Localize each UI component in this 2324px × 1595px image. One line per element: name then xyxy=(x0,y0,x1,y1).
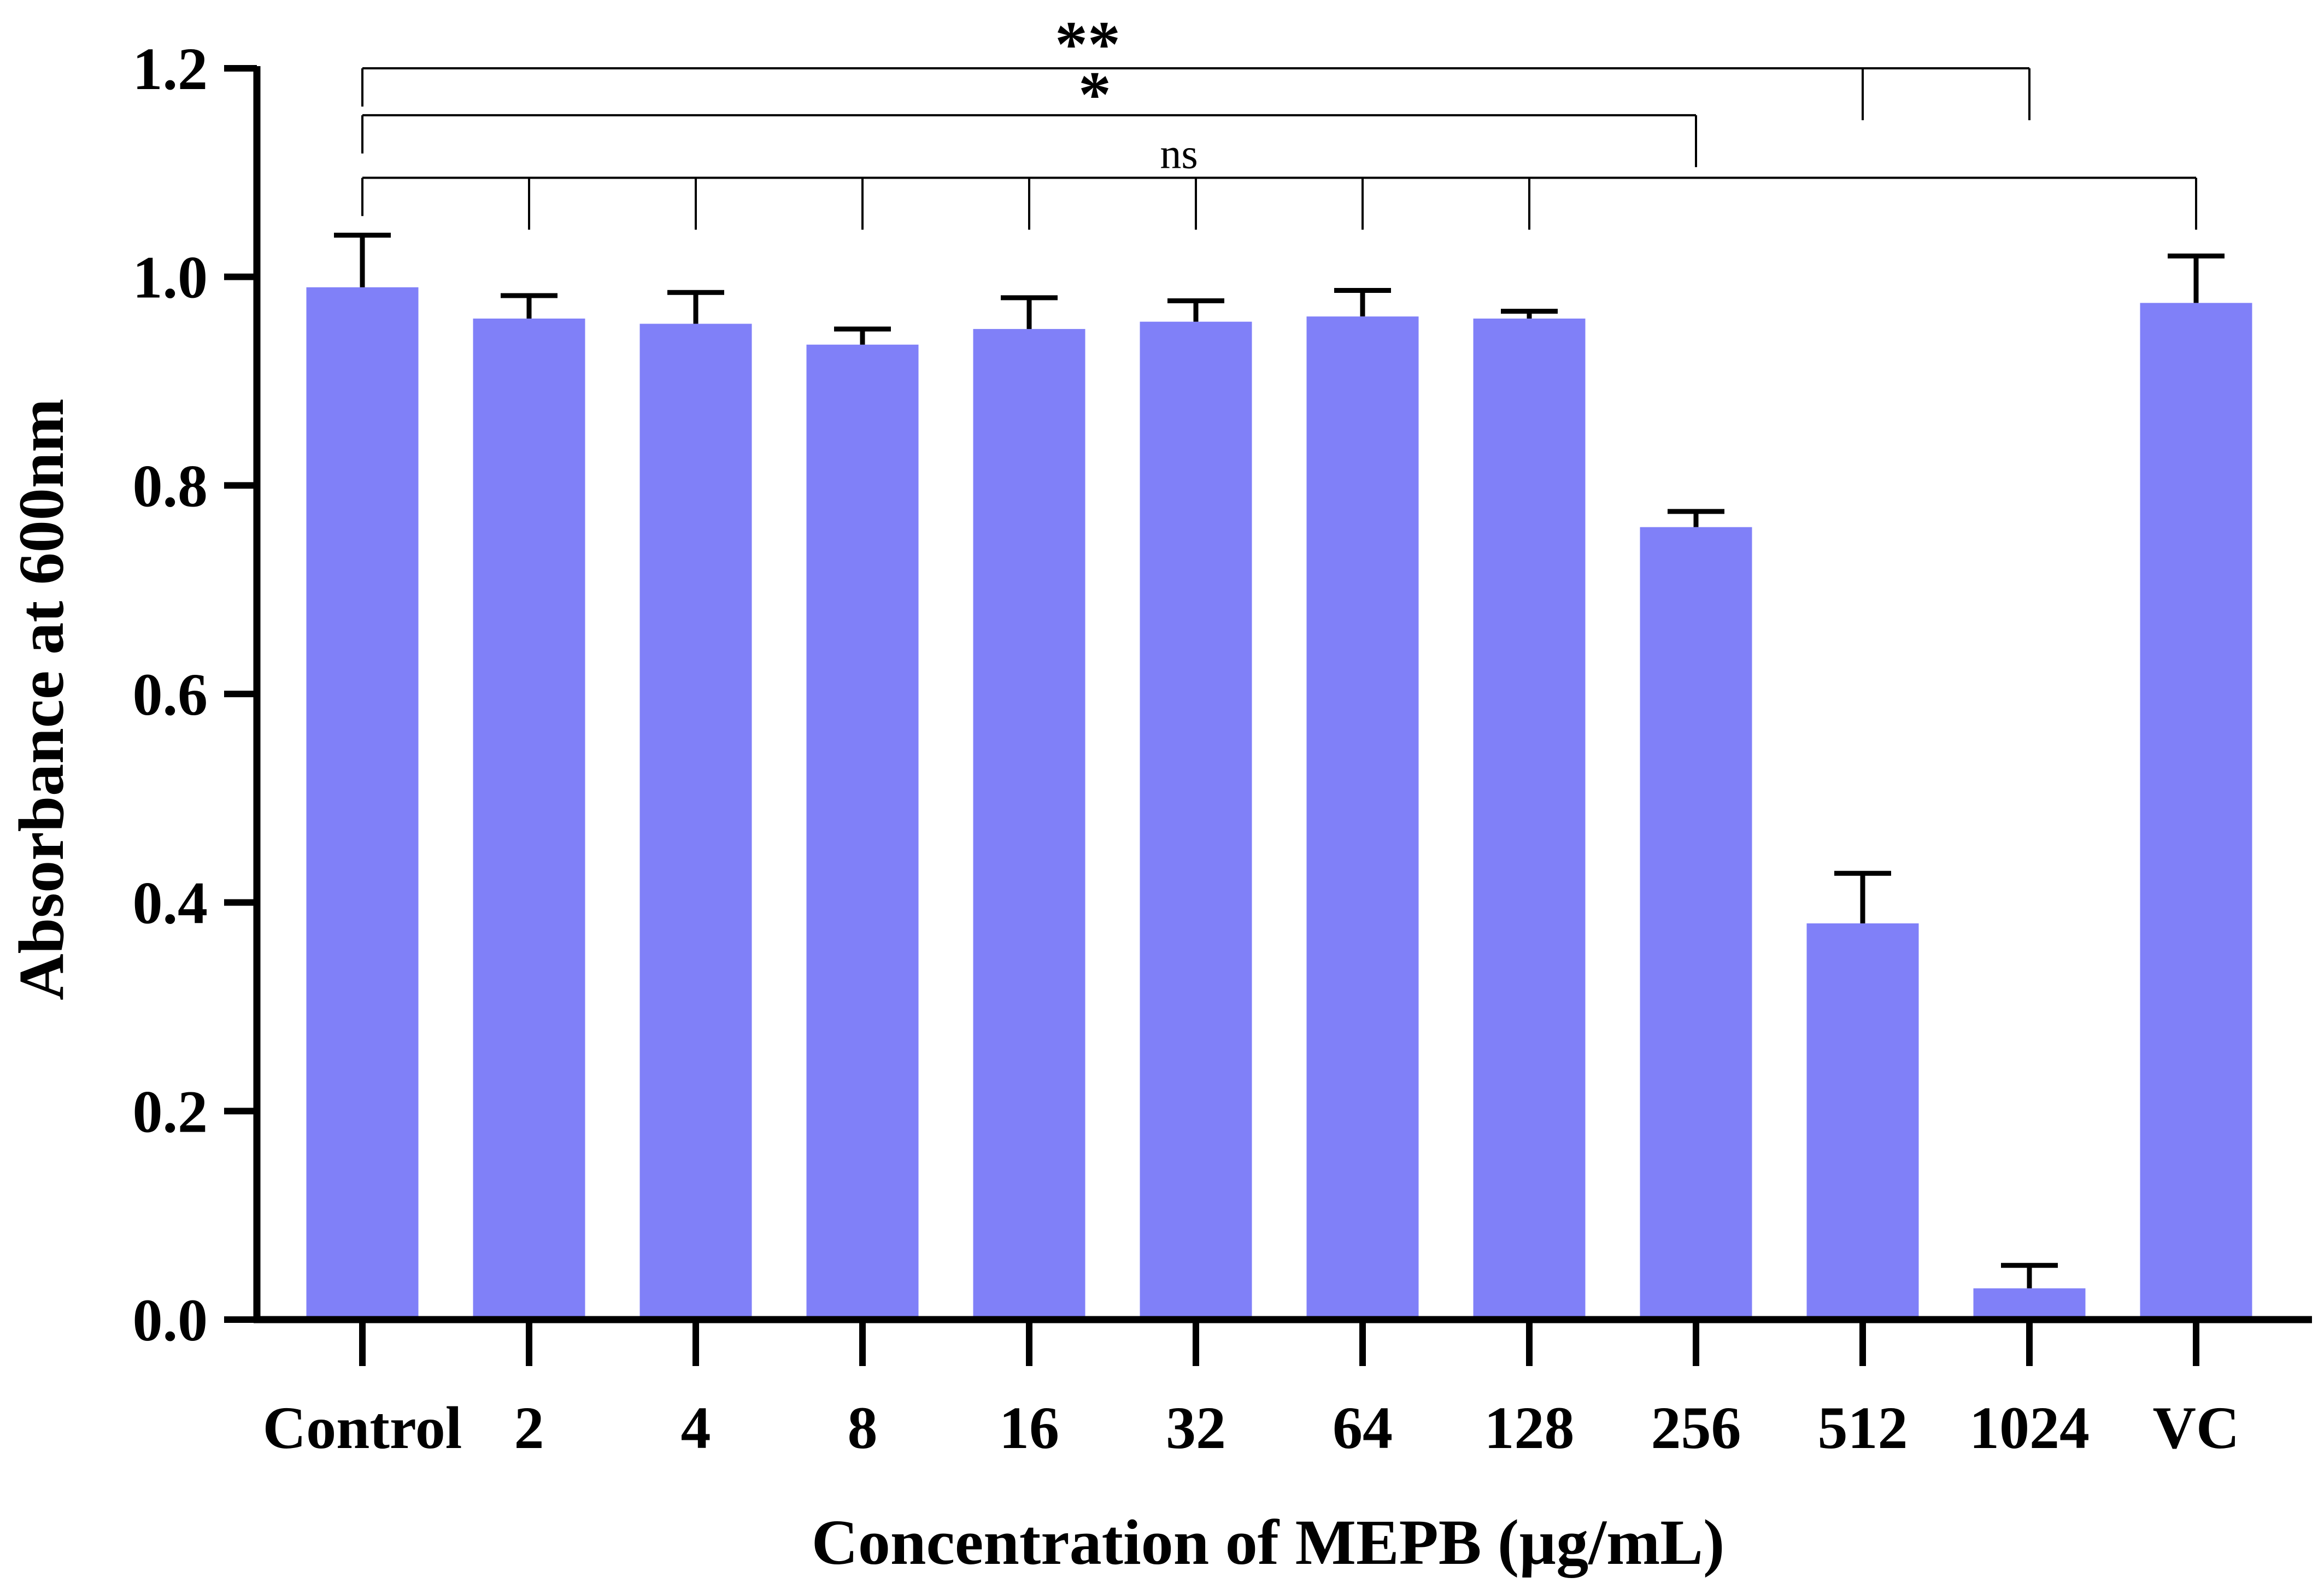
bar-2 xyxy=(473,319,585,1320)
bar-1024 xyxy=(1973,1288,2086,1320)
bars-group xyxy=(306,287,2252,1320)
y-tick-label-1.0: 1.0 xyxy=(133,244,208,311)
x-tick-label-control: Control xyxy=(263,1394,462,1461)
bar-8 xyxy=(806,344,919,1320)
sig-label-ns: ns xyxy=(1160,130,1198,177)
y-tick-label-1.2: 1.2 xyxy=(133,36,208,102)
bar-512 xyxy=(1806,923,1919,1320)
x-tick-label-64: 64 xyxy=(1333,1394,1393,1461)
x-tick-label-512: 512 xyxy=(1818,1394,1908,1461)
y-tick-label-0.8: 0.8 xyxy=(133,452,208,519)
y-tick-label-0.6: 0.6 xyxy=(133,661,208,728)
bar-4 xyxy=(639,323,752,1320)
x-tick-label-4: 4 xyxy=(681,1394,711,1461)
x-tick-label-8: 8 xyxy=(848,1394,878,1461)
x-tick-label-2: 2 xyxy=(514,1394,544,1461)
bar-vc xyxy=(2140,303,2252,1320)
bar-16 xyxy=(973,329,1085,1320)
axes-group xyxy=(224,65,2312,1366)
labels-group: Concentration of MEPB (µg/mL) Absorbance… xyxy=(5,36,2239,1578)
significance-group: *** ns xyxy=(361,8,2197,230)
x-tick-label-1024: 1024 xyxy=(1969,1394,2090,1461)
x-tick-label-128: 128 xyxy=(1484,1394,1575,1461)
bar-256 xyxy=(1640,527,1752,1320)
y-axis-title: Absorbance at 600nm xyxy=(5,398,77,1000)
x-tick-label-256: 256 xyxy=(1651,1394,1741,1461)
x-axis-title: Concentration of MEPB (µg/mL) xyxy=(812,1506,1725,1578)
y-tick-label-0.2: 0.2 xyxy=(133,1078,208,1145)
sig-label-star: * xyxy=(1078,58,1111,131)
sig-label-double-star: ** xyxy=(1055,8,1120,80)
x-tick-label-32: 32 xyxy=(1166,1394,1226,1461)
bar-control xyxy=(306,287,419,1320)
bar-64 xyxy=(1306,316,1419,1320)
x-tick-label-vc: VC xyxy=(2153,1394,2240,1461)
y-tick-label-0.4: 0.4 xyxy=(133,870,208,937)
y-tick-label-0.0: 0.0 xyxy=(133,1287,208,1353)
bar-128 xyxy=(1473,319,1586,1320)
error-bars-group xyxy=(334,232,2225,1288)
bar-32 xyxy=(1140,321,1252,1320)
x-tick-label-16: 16 xyxy=(999,1394,1059,1461)
